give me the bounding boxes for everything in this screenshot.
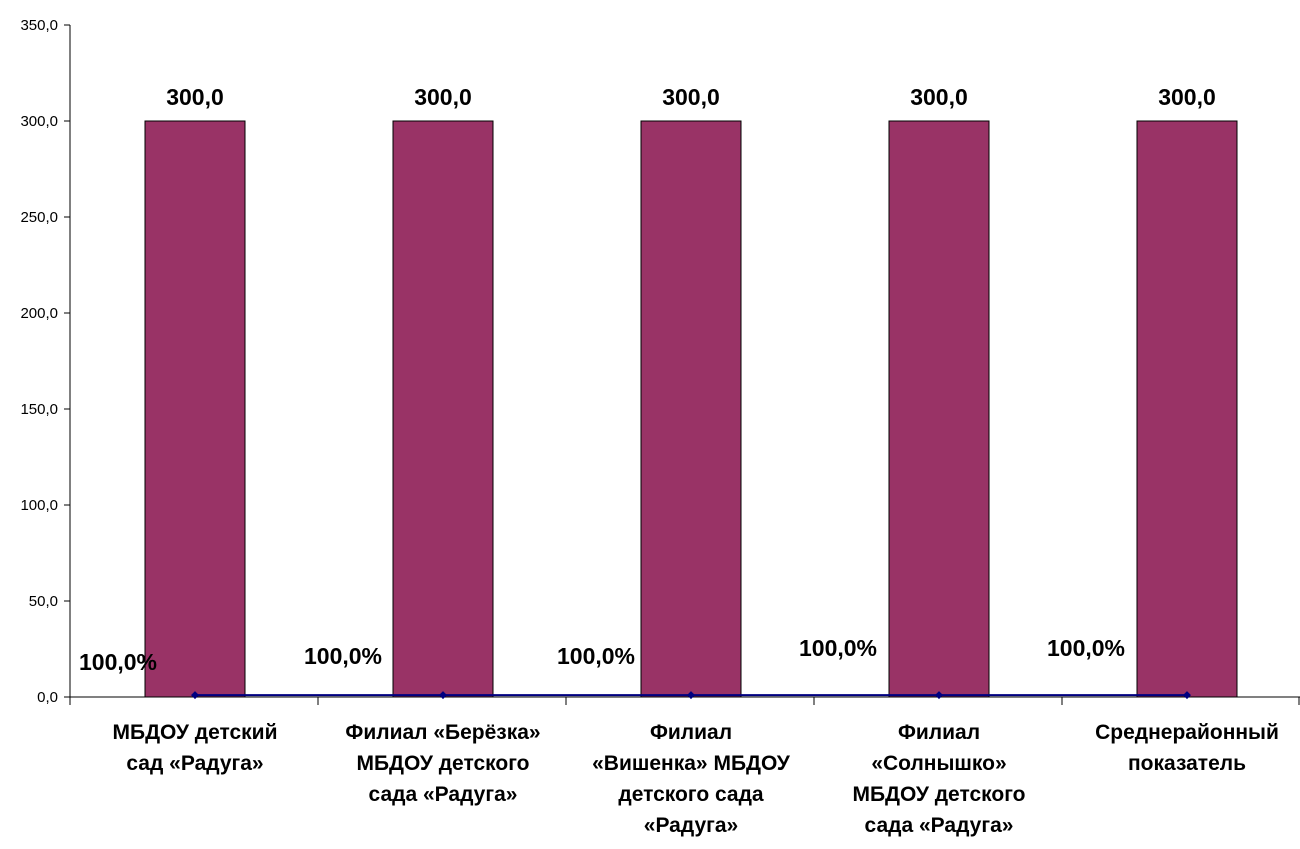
bar xyxy=(144,120,246,698)
line-point xyxy=(1183,691,1191,700)
bar-value-label: 300,0 xyxy=(166,84,224,110)
category-label: Среднерайонный показатель xyxy=(1095,721,1279,775)
bar-value-label: 300,0 xyxy=(414,84,472,110)
category-label-line: Филиал «Берёзка» xyxy=(345,721,540,744)
bar xyxy=(392,120,494,698)
y-axis: 0,0 50,0 100,0 150,0 200,0 250,0 300,0 350,0 xyxy=(20,17,71,706)
y-tick-label: 100,0 xyxy=(20,497,58,514)
y-tick-label: 300,0 xyxy=(20,113,58,130)
line-value-label: 100,0% xyxy=(1047,635,1125,661)
line-point xyxy=(935,691,943,700)
bar-value-label: 300,0 xyxy=(910,84,968,110)
line-value-label: 100,0% xyxy=(557,643,635,669)
category-label-line: детского сада xyxy=(618,783,764,806)
line-point xyxy=(191,691,199,700)
category-label-line: «Радуга» xyxy=(644,814,738,837)
category-label-line: «Солнышко» xyxy=(871,752,1006,775)
line-value-label: 100,0% xyxy=(304,643,382,669)
category-label-line: сада «Радуга» xyxy=(369,783,518,806)
category-label: МБДОУ детский сад «Радуга» xyxy=(112,721,277,775)
line-point xyxy=(439,691,447,700)
bar xyxy=(640,120,742,698)
y-tick-label: 200,0 xyxy=(20,305,58,322)
y-tick-label: 150,0 xyxy=(20,401,58,418)
category-label-line: «Вишенка» МБДОУ xyxy=(592,752,791,775)
bar-value-labels: 300,0 300,0 300,0 300,0 300,0 xyxy=(166,84,1216,110)
category-label-line: Среднерайонный xyxy=(1095,721,1279,744)
category-label: Филиал «Берёзка» МБДОУ детского сада «Раду… xyxy=(345,721,540,806)
bar-value-label: 300,0 xyxy=(662,84,720,110)
line-point xyxy=(687,691,695,700)
category-label-line: сада «Радуга» xyxy=(865,814,1014,837)
y-tick-label: 350,0 xyxy=(20,17,58,34)
line-series xyxy=(191,691,1191,700)
bar-series xyxy=(144,120,1238,698)
y-tick-label: 50,0 xyxy=(29,593,58,610)
category-label-line: показатель xyxy=(1128,752,1246,775)
category-labels: МБДОУ детский сад «Радуга» Филиал «Берёзка… xyxy=(112,721,1278,837)
line-value-label: 100,0% xyxy=(799,635,877,661)
category-label-line: МБДОУ детского xyxy=(356,752,529,775)
category-label-line: Филиал xyxy=(650,721,732,744)
category-label: Филиал «Вишенка» МБДОУ детского сада «Радуг… xyxy=(592,721,791,837)
category-label-line: МБДОУ детский xyxy=(112,721,277,744)
bar xyxy=(888,120,990,698)
category-label-line: сад «Радуга» xyxy=(126,752,263,775)
y-tick-label: 250,0 xyxy=(20,209,58,226)
category-label: Филиал «Солнышко» МБДОУ детского сада «Раду… xyxy=(852,721,1025,837)
category-label-line: Филиал xyxy=(898,721,980,744)
x-axis xyxy=(69,696,1300,705)
line-value-labels: 100,0% 100,0% 100,0% 100,0% 100,0% xyxy=(79,635,1125,675)
bar xyxy=(1136,120,1238,698)
line-value-label: 100,0% xyxy=(79,649,157,675)
y-tick-label: 0,0 xyxy=(37,689,58,706)
bar-value-label: 300,0 xyxy=(1158,84,1216,110)
category-label-line: МБДОУ детского xyxy=(852,783,1025,806)
